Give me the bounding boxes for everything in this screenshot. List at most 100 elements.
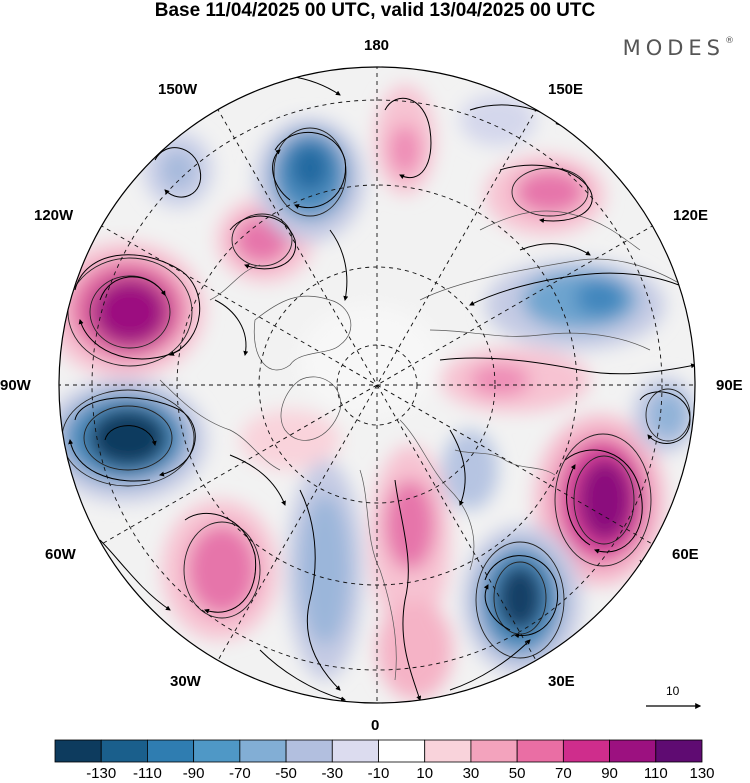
anomaly-cell <box>515 170 585 214</box>
streamline <box>154 147 202 198</box>
contour-line <box>573 455 635 545</box>
anomaly-cell <box>577 458 633 542</box>
lon-label-180: 180 <box>364 37 390 54</box>
streamline <box>469 272 691 306</box>
contour-line <box>493 561 547 635</box>
streamline <box>99 276 166 301</box>
contour-line <box>83 405 173 471</box>
colorbar-swatch <box>655 739 703 763</box>
lon-label-120e: 120E <box>673 207 709 224</box>
streamline <box>274 131 346 209</box>
anomaly-cell <box>470 364 530 396</box>
streamline <box>639 559 655 651</box>
streamline <box>484 555 559 639</box>
streamline <box>329 229 349 301</box>
anomaly-cell <box>442 430 498 510</box>
colorbar-swatch <box>378 739 426 763</box>
colorbar-tick-label: 50 <box>508 765 526 782</box>
contour-line <box>89 275 171 349</box>
meridian <box>99 224 655 546</box>
anomaly-field <box>59 85 695 700</box>
colorbar-swatch <box>331 739 379 763</box>
streamline <box>259 649 346 702</box>
colorbar-swatch <box>239 739 287 763</box>
contour-line <box>554 433 652 567</box>
colorbar-tick-label: 10 <box>416 765 434 782</box>
contour-line <box>231 213 293 267</box>
coastline <box>209 264 261 301</box>
colorbar-swatch <box>470 739 518 763</box>
colorbar-swatch <box>562 739 610 763</box>
latitude-circle <box>91 99 663 671</box>
colorbar-swatch <box>193 739 241 763</box>
contour-line <box>273 127 347 217</box>
streamline <box>272 149 291 201</box>
coastline <box>359 469 397 681</box>
registered-mark: ® <box>725 36 734 46</box>
lon-label-120w: 120W <box>34 207 74 224</box>
anomaly-cell <box>187 525 257 615</box>
streamline <box>74 254 201 356</box>
colorbar-tick-label: 70 <box>555 765 572 782</box>
streamline <box>78 319 181 360</box>
anomaly-cell <box>160 150 196 190</box>
colorbar-tick-label: 130 <box>689 765 715 782</box>
streamline <box>229 454 286 506</box>
anomaly-cell <box>385 480 435 570</box>
colorbar-tick-label: 110 <box>643 765 668 782</box>
colorbar-swatch <box>424 739 472 763</box>
meridian <box>216 107 538 663</box>
streamline <box>99 539 171 611</box>
colorbar-tick-label: -90 <box>182 765 205 782</box>
anomaly-cell <box>377 600 453 700</box>
anomaly-cell <box>460 94 536 146</box>
colorbar-tick-label: -110 <box>132 765 162 782</box>
streamline <box>229 215 296 270</box>
streamline <box>449 429 466 506</box>
streamline <box>214 299 249 356</box>
streamline <box>499 164 593 224</box>
coastlines <box>159 210 691 681</box>
colorbar-tick-label: -70 <box>229 765 251 782</box>
streamline <box>299 489 341 691</box>
streamline <box>184 512 257 614</box>
lon-label-30e: 30E <box>548 673 575 690</box>
colorbar-swatch <box>100 739 148 763</box>
anomaly-cell <box>575 280 625 316</box>
colorbar-tick-label: 90 <box>601 765 618 782</box>
streamline <box>384 97 432 180</box>
contour-line <box>511 167 589 217</box>
lon-label-0: 0 <box>371 717 380 734</box>
coastline <box>280 376 341 441</box>
colorbar-tick-label: -50 <box>275 765 297 782</box>
graticule <box>59 67 695 703</box>
streamline <box>564 449 643 554</box>
anomaly-cell <box>389 125 421 175</box>
reference-vector-label: 10 <box>666 684 680 698</box>
colorbar-tick-label: 30 <box>462 765 480 782</box>
streamline <box>74 397 196 477</box>
anomaly-cell <box>496 564 544 632</box>
streamline <box>519 243 591 256</box>
colorbar-tick-label: -30 <box>321 765 344 782</box>
map-title: Base 11/04/2025 00 UTC, valid 13/04/2025… <box>154 0 596 21</box>
modes-brand-text: MODES <box>622 36 725 60</box>
coastline <box>399 419 475 571</box>
map-disk <box>59 67 695 703</box>
anomaly-cell <box>300 495 350 645</box>
coastline <box>454 449 556 476</box>
colorbar-swatch <box>285 739 333 763</box>
anomaly-cell <box>88 408 168 468</box>
modes-logo: MODES® <box>623 36 734 60</box>
anomaly-cell <box>240 410 340 470</box>
anomaly-cell <box>290 144 330 192</box>
lon-label-90e: 90E <box>716 377 743 394</box>
meridian <box>216 107 538 663</box>
colorbar-tick-label: -130 <box>86 765 117 782</box>
lon-label-60w: 60W <box>45 546 76 563</box>
colorbar-swatch <box>609 739 657 763</box>
coastline <box>419 258 691 301</box>
streamline <box>439 357 695 375</box>
colorbar <box>54 739 703 763</box>
